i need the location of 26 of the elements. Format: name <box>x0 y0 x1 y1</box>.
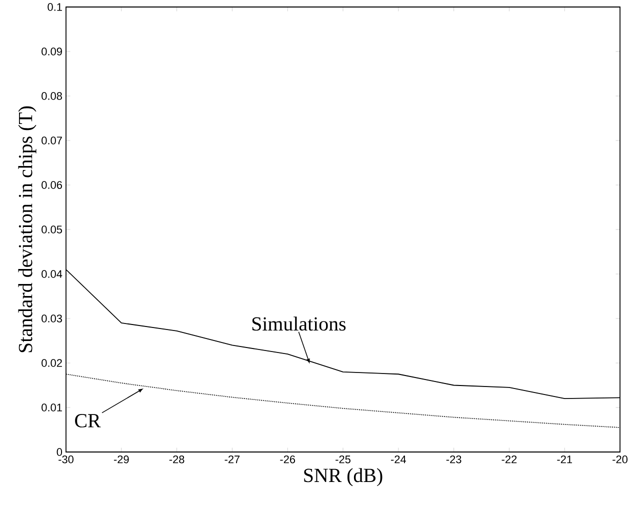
y-tick-label: 0.1 <box>48 3 62 11</box>
x-tick-label: -21 <box>557 456 572 464</box>
y-tick-label: 0.05 <box>42 226 62 234</box>
x-tick-label: -29 <box>114 456 129 464</box>
y-axis-title: Standard deviation in chips (T) <box>18 106 36 352</box>
x-tick-label: -24 <box>390 456 406 464</box>
y-tick-label: 0.09 <box>42 48 62 56</box>
x-tick-label: -20 <box>612 456 628 464</box>
x-tick-label: -22 <box>502 456 517 464</box>
y-tick-label: 0.01 <box>42 404 62 412</box>
y-tick-label: 0.08 <box>42 92 62 100</box>
x-tick-label: -28 <box>169 456 184 464</box>
y-tick-label: 0.04 <box>42 270 62 278</box>
x-tick-label: -27 <box>224 456 240 464</box>
y-tick-label: 0.02 <box>42 359 62 367</box>
x-tick-label: -25 <box>336 456 350 464</box>
annotation: Simulations <box>252 316 346 331</box>
x-axis-title: SNR (dB) <box>304 468 382 486</box>
annotation: CR <box>75 414 101 428</box>
x-tick-label: -23 <box>446 456 462 464</box>
x-tick-label: -26 <box>280 456 296 464</box>
y-tick-label: 0.06 <box>42 181 62 189</box>
y-tick-label: 0 <box>56 448 62 456</box>
x-tick-label: -30 <box>58 456 74 464</box>
y-tick-label: 0.03 <box>42 314 62 322</box>
y-tick-label: 0.07 <box>42 136 62 144</box>
